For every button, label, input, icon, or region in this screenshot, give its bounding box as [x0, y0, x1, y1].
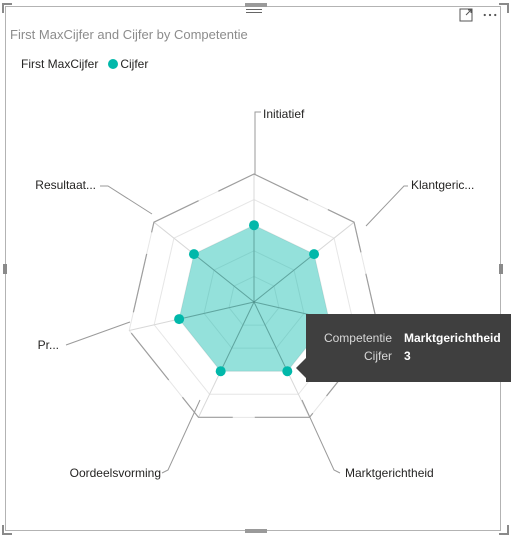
axis-label: Klantgeric...	[411, 178, 474, 192]
axis-leader-line	[100, 185, 153, 215]
grid-ring	[203, 250, 305, 349]
series-cijfer-area	[179, 225, 329, 372]
visual-header-icons	[459, 8, 497, 22]
grid-ring	[228, 275, 280, 326]
legend-item-cijfer[interactable]: Cijfer	[120, 57, 149, 71]
tooltip-row: Cijfer 3	[322, 347, 511, 365]
grid-spoke	[253, 301, 310, 418]
series-cijfer-spoke	[193, 253, 255, 303]
axis-label: Initiatief	[263, 107, 305, 121]
grid-spoke	[198, 301, 255, 418]
axis-label: Pr...	[38, 338, 59, 352]
axis-label: Resultaat...	[35, 178, 96, 192]
data-point-cijfer	[309, 249, 320, 260]
visual-container[interactable]	[5, 6, 501, 531]
series-cijfer-spoke	[179, 301, 255, 320]
axis-leader-line	[161, 399, 201, 474]
data-point-cijfer	[174, 314, 185, 325]
series-cijfer-spoke	[220, 301, 255, 372]
data-point-cijfer	[188, 249, 199, 260]
axis-leader-line	[65, 321, 131, 346]
axis-leader-line	[254, 111, 261, 175]
axis-leader-line	[301, 399, 341, 474]
data-tooltip: Competentie Marktgerichtheid Cijfer 3	[306, 314, 511, 382]
resize-handle-top[interactable]	[245, 3, 267, 7]
chart-legend: First MaxCijfer Cijfer	[21, 57, 148, 71]
focus-mode-icon[interactable]	[459, 8, 473, 22]
grid-ring	[153, 199, 355, 395]
tooltip-row: Competentie Marktgerichtheid	[322, 329, 511, 347]
tooltip-label: Competentie	[323, 331, 392, 345]
axis-label: Oordeelsvorming	[70, 466, 161, 480]
resize-handle-bottom[interactable]	[245, 529, 267, 533]
axis-leader-line	[365, 185, 408, 227]
data-point-cijfer	[282, 366, 293, 377]
series-cijfer-spoke	[253, 253, 315, 303]
axis-label: Marktgerichtheid	[345, 466, 434, 480]
grid-ring	[178, 224, 330, 372]
visual-title: First MaxCijfer and Cijfer by Competenti…	[10, 27, 248, 42]
resize-corner-bottom-left[interactable]	[2, 525, 12, 535]
data-point-cijfer	[215, 366, 226, 377]
grid-spoke	[153, 221, 255, 303]
tooltip-label: Cijfer	[363, 349, 392, 363]
resize-corner-bottom-right[interactable]	[499, 525, 509, 535]
data-point-cijfer	[249, 220, 259, 231]
tooltip-value: Marktgerichtheid	[404, 331, 501, 345]
grid-spoke	[253, 221, 355, 303]
grid-spoke	[129, 301, 255, 331]
resize-corner-top-right[interactable]	[499, 3, 509, 13]
series-cijfer-spoke	[253, 301, 288, 372]
legend-marker-cijfer	[108, 59, 119, 69]
resize-handle-left[interactable]	[3, 264, 7, 274]
tooltip-value: 3	[404, 349, 411, 363]
legend-item-first-maxcijfer[interactable]: First MaxCijfer	[21, 57, 99, 71]
more-options-icon[interactable]	[483, 8, 497, 22]
resize-corner-top-left[interactable]	[2, 3, 12, 13]
series-first-maxcijfer	[128, 173, 380, 418]
tooltip-arrow	[296, 358, 306, 378]
drag-grip-icon[interactable]	[246, 9, 262, 16]
resize-handle-right[interactable]	[499, 264, 503, 274]
